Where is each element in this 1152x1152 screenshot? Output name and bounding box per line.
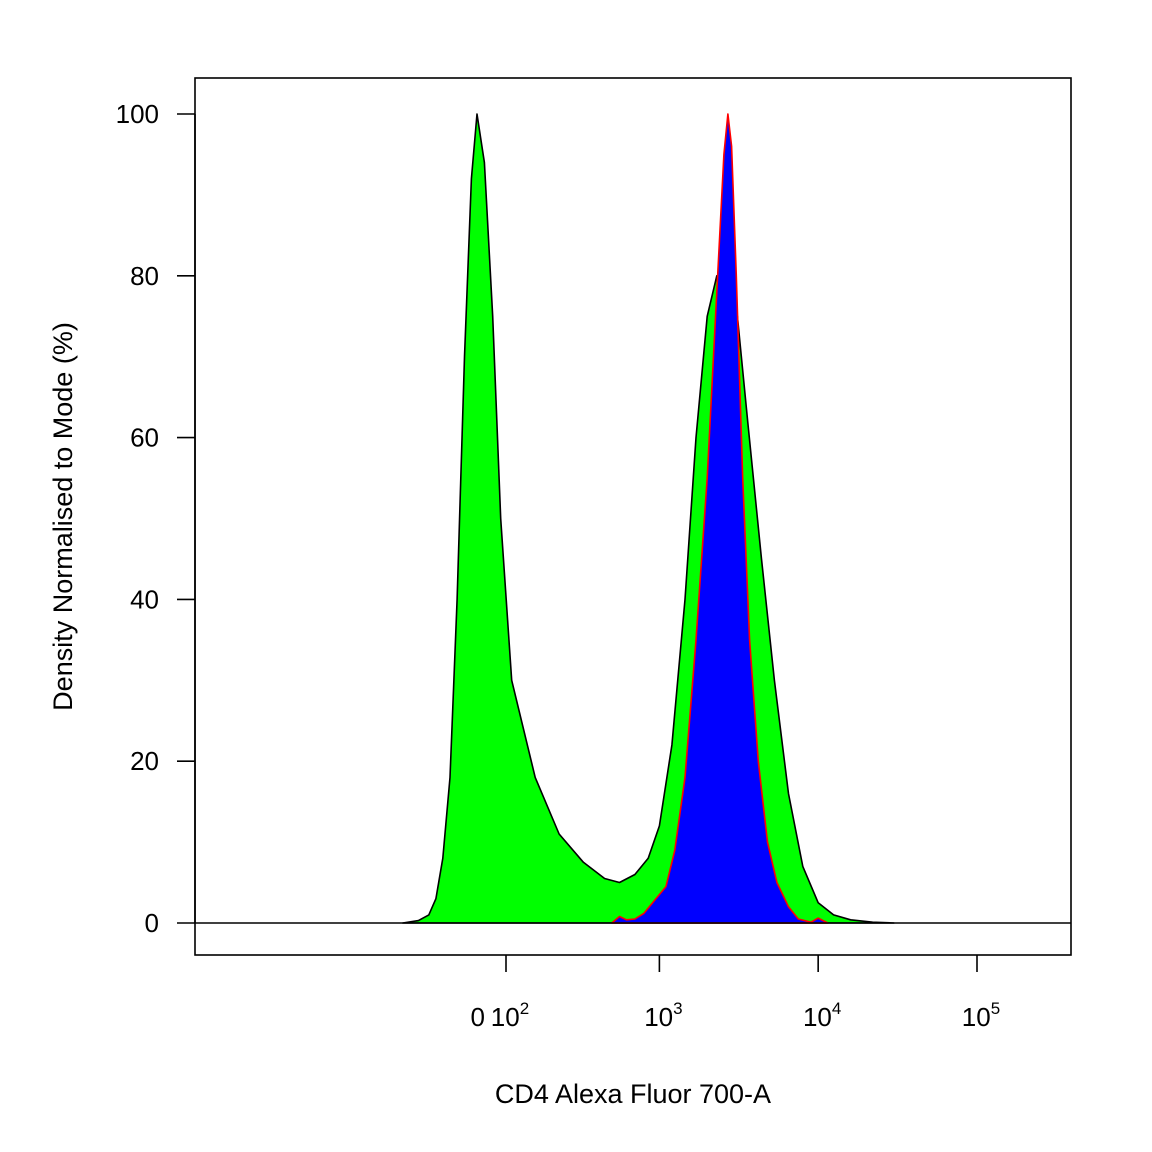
x-tick-label: 102 xyxy=(491,999,529,1032)
y-tick-label: 60 xyxy=(130,423,159,453)
density-area-2 xyxy=(611,113,829,924)
series-layer xyxy=(402,113,895,924)
x-axis: 0 102 103 104 105 xyxy=(471,955,1000,1032)
x-tick-label: 105 xyxy=(962,999,1000,1032)
y-axis: 0 20 40 60 80 100 xyxy=(116,99,196,938)
y-tick-label: 80 xyxy=(130,261,159,291)
y-tick-label: 40 xyxy=(130,584,159,614)
x-axis-title: CD4 Alexa Fluor 700-A xyxy=(495,1079,771,1109)
density-area-1 xyxy=(402,113,895,924)
y-tick-label: 0 xyxy=(145,908,159,938)
y-tick-label: 100 xyxy=(116,99,159,129)
y-axis-title: Density Normalised to Mode (%) xyxy=(48,322,78,711)
x-tick-label: 104 xyxy=(803,999,841,1032)
x-tick-label: 0 xyxy=(471,1002,485,1032)
x-tick-label: 103 xyxy=(644,999,682,1032)
y-tick-label: 20 xyxy=(130,746,159,776)
